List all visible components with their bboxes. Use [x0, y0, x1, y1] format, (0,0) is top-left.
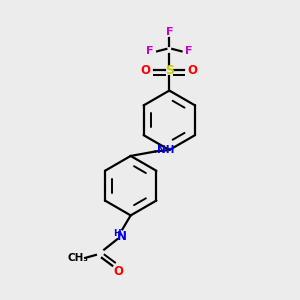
Text: CH₃: CH₃ — [67, 253, 88, 263]
Text: S: S — [165, 64, 174, 77]
Text: N: N — [117, 230, 127, 243]
Text: F: F — [185, 46, 193, 56]
Text: F: F — [166, 27, 173, 37]
Text: O: O — [188, 64, 198, 77]
Text: O: O — [141, 64, 151, 77]
Text: H: H — [113, 229, 120, 238]
Text: F: F — [146, 46, 153, 56]
Text: O: O — [114, 265, 124, 278]
Text: NH: NH — [157, 145, 175, 155]
